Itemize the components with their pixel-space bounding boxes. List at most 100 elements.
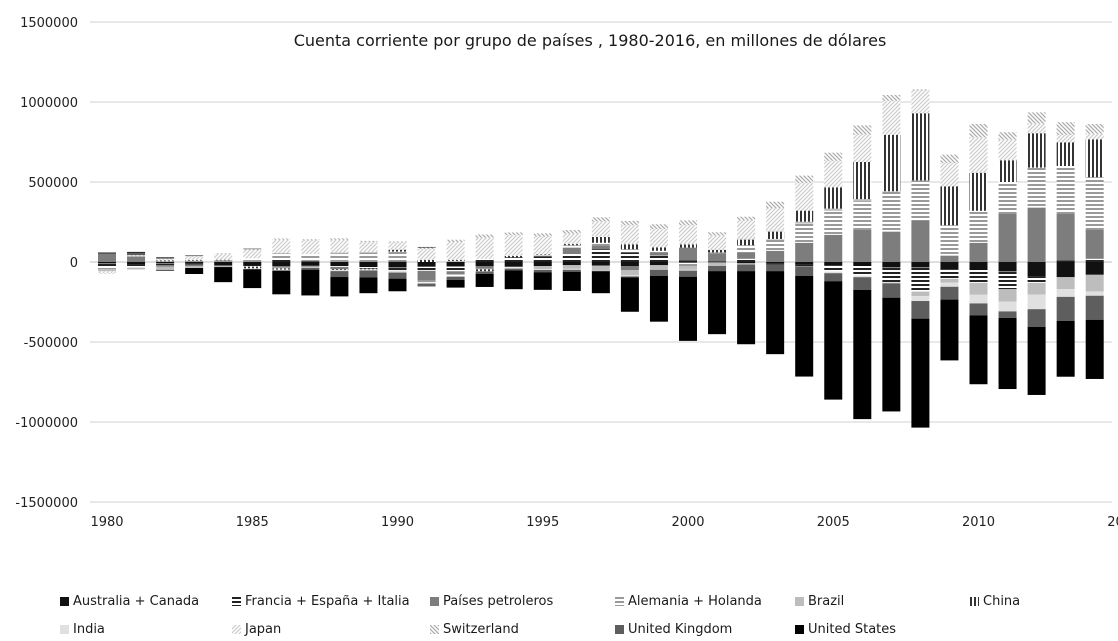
bar-segment: [679, 260, 697, 262]
bar-segment: [127, 264, 146, 267]
bar-segment: [272, 259, 291, 262]
bar-segment: [127, 262, 146, 265]
bar-stack-2000: [679, 220, 697, 341]
y-tick-label: -1500000: [15, 496, 78, 511]
bar-segment: [1056, 260, 1075, 262]
bar-segment: [766, 271, 785, 355]
bar-segment: [330, 262, 349, 267]
bar-segment: [1027, 326, 1046, 395]
bar-segment: [795, 262, 814, 265]
bar-segment: [1056, 320, 1075, 377]
legend-item: Brazil: [795, 594, 844, 609]
legend-item: Switzerland: [430, 622, 519, 637]
bar-segment: [1085, 258, 1104, 262]
bar-segment: [359, 252, 378, 253]
bar-segment: [737, 258, 756, 262]
bar-segment: [98, 262, 116, 264]
bar-segment: [330, 253, 349, 262]
bar-segment: [911, 262, 930, 268]
bar-segment: [969, 270, 988, 283]
bar-stack-2007: [882, 94, 901, 412]
bar-segment: [766, 239, 785, 251]
bar-segment: [475, 271, 494, 274]
x-tick-label: 2015: [1107, 515, 1118, 530]
bar-segment: [649, 224, 668, 230]
bar-segment: [475, 269, 494, 272]
bar-segment: [1027, 294, 1046, 310]
bar-segment: [795, 266, 814, 267]
bar-segment: [330, 266, 349, 270]
bar-segment: [533, 270, 552, 273]
bar-stack-1993: [475, 234, 494, 287]
bar-segment: [504, 255, 523, 258]
bar-segment: [1085, 230, 1104, 259]
bar-segment: [737, 220, 756, 239]
bar-segment: [359, 261, 378, 262]
bar-segment: [504, 266, 523, 268]
bar-segment: [998, 139, 1017, 161]
bar-segment: [98, 263, 116, 267]
bar-segment: [911, 220, 930, 262]
bar-segment: [533, 262, 552, 267]
legend-item: Francia + España + Italia: [232, 594, 410, 609]
bar-segment: [185, 267, 204, 274]
bar-segment: [1027, 309, 1046, 327]
bar-segment: [185, 266, 204, 268]
y-tick-label: 1500000: [20, 16, 78, 31]
bar-segment: [1085, 291, 1104, 296]
bar-segment: [185, 262, 204, 264]
bar-segment: [504, 270, 523, 290]
bar-segment: [446, 262, 465, 267]
bar-segment: [998, 160, 1017, 182]
bar-segment: [446, 276, 465, 280]
bar-segment: [766, 263, 785, 265]
bar-segment: [591, 242, 610, 246]
bar-segment: [504, 268, 523, 271]
bar-segment: [98, 254, 116, 262]
legend-item: China: [970, 594, 1020, 609]
bar-segment: [649, 269, 668, 276]
bar-segment: [388, 262, 407, 268]
bar-segment: [824, 234, 843, 262]
bar-segment: [969, 303, 988, 316]
bar-segment: [620, 252, 639, 262]
bar-segment: [708, 235, 727, 250]
bar-segment: [679, 262, 697, 263]
bar-segment: [795, 175, 814, 184]
bar-segment: [127, 252, 146, 256]
bar-segment: [824, 265, 843, 272]
bar-segment: [679, 266, 697, 270]
bar-segment: [969, 262, 988, 270]
bar-segment: [591, 236, 610, 243]
bar-segment: [591, 221, 610, 237]
bar-segment: [882, 267, 901, 282]
bar-segment: [649, 252, 668, 256]
bar-segment: [417, 283, 436, 284]
legend-label: Australia + Canada: [73, 594, 200, 609]
bar-stack-1992: [446, 239, 465, 288]
bar-segment: [911, 301, 930, 319]
bar-segment: [795, 183, 814, 211]
bar-segment: [562, 271, 581, 291]
bar-segment: [359, 269, 378, 271]
legend-swatch: [232, 625, 241, 634]
bar-segment: [853, 266, 872, 276]
y-tick-label: 1000000: [20, 96, 78, 111]
bar-segment: [620, 266, 639, 270]
bar-segment: [853, 290, 872, 420]
bar-segment: [185, 256, 204, 257]
bar-segment: [504, 262, 523, 267]
bar-segment: [911, 267, 930, 292]
bar-stack-1999: [649, 224, 668, 322]
bar-segment: [679, 225, 697, 245]
chart-legend: Australia + Canada Francia + España + Ita…: [60, 594, 1110, 640]
bar-stack-2014: [1085, 124, 1104, 379]
legend-swatch: [970, 597, 979, 606]
bar-segment: [562, 254, 581, 262]
bar-segment: [301, 239, 320, 241]
bar-segment: [417, 266, 436, 271]
bar-segment: [504, 268, 523, 269]
bar-segment: [1027, 262, 1046, 277]
bar-stack-1995: [533, 233, 552, 290]
bar-segment: [679, 247, 697, 261]
